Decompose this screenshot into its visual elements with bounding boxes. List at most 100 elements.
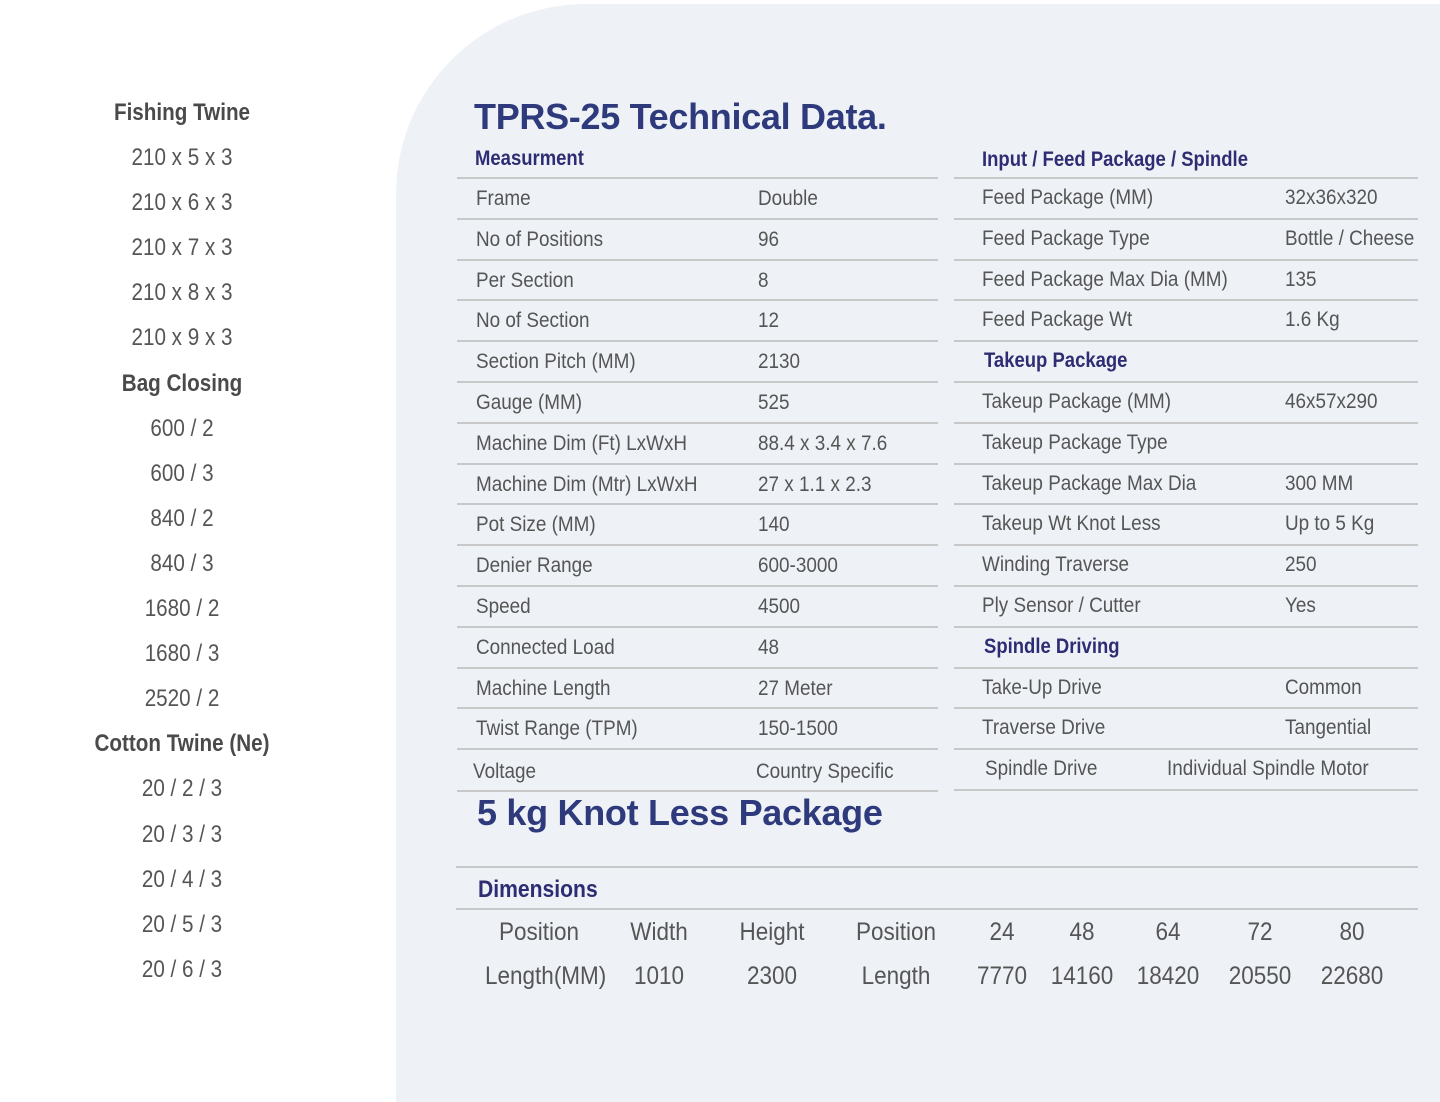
table-row: Denier Range 600-3000 xyxy=(457,546,938,587)
spec-value: Yes xyxy=(1285,593,1316,617)
table-row: Machine Dim (Mtr) LxWxH 27 x 1.1 x 2.3 xyxy=(457,465,938,506)
measurement-heading-row: Measurment xyxy=(457,143,938,179)
table-row: Pot Size (MM) 140 xyxy=(457,505,938,547)
spec-value: Country Specific xyxy=(756,760,894,784)
table-row: Machine Dim (Ft) LxWxH 88.4 x 3.4 x 7.6 xyxy=(457,424,938,465)
dimension-cell: 7770 xyxy=(976,962,1028,990)
dimensions-heading: Dimensions xyxy=(478,876,598,903)
dimension-cell: Position xyxy=(855,918,937,946)
spec-value: 4500 xyxy=(758,594,801,618)
subsection-row: Spindle Driving xyxy=(954,628,1418,669)
table-row: Take-Up Drive Common xyxy=(954,669,1418,710)
content-panel xyxy=(396,4,1440,1102)
table-row: Feed Package Type Bottle / Cheese xyxy=(954,220,1418,261)
spec-label: Ply Sensor / Cutter xyxy=(982,593,1141,617)
spec-value: Bottle / Cheese xyxy=(1285,226,1415,250)
table-row: No of Positions 96 xyxy=(457,220,938,261)
subsection-heading: Takeup Package xyxy=(984,349,1128,373)
dimension-cell: 1010 xyxy=(633,962,685,990)
dimensions-grid: Position Width Height Position 24 48 64 72 80 Len… xyxy=(456,910,1418,1000)
dimension-cell: 22680 xyxy=(1320,962,1384,990)
spec-label: Spindle Drive xyxy=(985,757,1098,781)
input-feed-table: Input / Feed Package / Spindle Feed Pack… xyxy=(954,143,1418,791)
table-row: Takeup Package (MM) 46x57x290 xyxy=(954,383,1418,424)
spec-value: 140 xyxy=(758,513,790,537)
dimension-cell: 20550 xyxy=(1228,962,1292,990)
product-list: Fishing Twine 210 x 5 x 3 210 x 6 x 3 210 x… xyxy=(62,96,302,998)
spec-label: No of Section xyxy=(476,309,590,333)
table-row: Spindle Drive Individual Spindle Motor xyxy=(954,750,1418,791)
spec-label: Feed Package Type xyxy=(982,226,1150,250)
table-row: Feed Package Max Dia (MM) 135 xyxy=(954,261,1418,302)
table-row: Takeup Package Type xyxy=(954,424,1418,465)
table-row: Gauge (MM) 525 xyxy=(457,383,938,424)
spec-value: 1.6 Kg xyxy=(1285,308,1340,332)
subsection-row: Takeup Package xyxy=(954,342,1418,383)
spec-value: 300 MM xyxy=(1285,471,1354,495)
spec-value: 2130 xyxy=(758,350,801,374)
table-row: Feed Package (MM) 32x36x320 xyxy=(954,179,1418,220)
spec-label: Gauge (MM) xyxy=(476,390,583,414)
spec-label: Machine Dim (Ft) LxWxH xyxy=(476,431,688,455)
spec-label: No of Positions xyxy=(476,227,604,251)
list-heading: Fishing Twine xyxy=(113,99,251,126)
table-row: Takeup Package Max Dia 300 MM xyxy=(954,465,1418,506)
spec-label: Per Section xyxy=(476,268,574,292)
list-item: 20 / 4 / 3 xyxy=(141,865,223,893)
spec-value: 27 Meter xyxy=(758,676,833,700)
list-item: 20 / 5 / 3 xyxy=(141,910,223,938)
subsection-heading: Spindle Driving xyxy=(984,634,1120,658)
table-row: Per Section 8 xyxy=(457,261,938,302)
dimension-cell: Width xyxy=(630,918,688,946)
list-item: 1680 / 3 xyxy=(144,640,220,668)
dimension-cell: Length xyxy=(861,962,931,990)
dimension-cell: 24 xyxy=(989,918,1015,946)
spec-value: 48 xyxy=(758,635,780,659)
table-row: Voltage Country Specific xyxy=(457,750,938,793)
table-row: Feed Package Wt 1.6 Kg xyxy=(954,301,1418,343)
dimension-cell: Height xyxy=(739,918,805,946)
input-heading: Input / Feed Package / Spindle xyxy=(982,148,1248,171)
spec-value: 525 xyxy=(758,390,790,414)
list-item: 210 x 8 x 3 xyxy=(131,279,233,307)
spec-value: 12 xyxy=(758,309,780,333)
dimension-cell: 72 xyxy=(1247,918,1273,946)
spec-value: 88.4 x 3.4 x 7.6 xyxy=(758,431,888,455)
spec-label: Denier Range xyxy=(476,554,593,578)
list-item: 1680 / 2 xyxy=(144,595,220,623)
spec-value: 250 xyxy=(1285,553,1317,577)
spec-value: 46x57x290 xyxy=(1285,389,1378,413)
spec-label: Machine Dim (Mtr) LxWxH xyxy=(476,472,698,496)
spec-value: Up to 5 Kg xyxy=(1285,512,1375,536)
table-row: Connected Load 48 xyxy=(457,628,938,669)
spec-label: Frame xyxy=(476,187,531,210)
input-heading-row: Input / Feed Package / Spindle xyxy=(954,143,1418,179)
spec-label: Machine Length xyxy=(476,676,611,700)
dimension-cell: Length(MM) xyxy=(485,962,607,990)
spec-value: 27 x 1.1 x 2.3 xyxy=(758,472,872,496)
table-row: No of Section 12 xyxy=(457,301,938,343)
list-item: 600 / 2 xyxy=(150,414,214,442)
dimensions-heading-row: Dimensions xyxy=(456,868,1418,910)
spec-value: 96 xyxy=(758,227,780,251)
list-item: 210 x 9 x 3 xyxy=(131,324,233,352)
table-row: Machine Length 27 Meter xyxy=(457,669,938,710)
spec-label: Speed xyxy=(476,594,531,618)
dimension-cell: 64 xyxy=(1155,918,1181,946)
spec-label: Takeup Package (MM) xyxy=(982,389,1172,413)
list-heading: Bag Closing xyxy=(121,369,243,397)
dimension-cell: Position xyxy=(498,918,580,946)
dimension-cell: 14160 xyxy=(1050,962,1114,990)
list-item: 2520 / 2 xyxy=(144,685,220,713)
spec-label: Traverse Drive xyxy=(982,716,1106,740)
list-item: 840 / 2 xyxy=(150,504,214,532)
spec-label: Section Pitch (MM) xyxy=(476,350,636,374)
measurement-heading: Measurment xyxy=(475,147,584,170)
list-item: 210 x 7 x 3 xyxy=(131,234,233,262)
package-title: 5 kg Knot Less Package xyxy=(477,792,883,833)
spec-value: Double xyxy=(758,187,818,210)
list-heading: Cotton Twine (Ne) xyxy=(94,730,270,758)
dimension-cell: 18420 xyxy=(1136,962,1200,990)
list-item: 840 / 3 xyxy=(150,549,214,577)
dimension-cell: 48 xyxy=(1069,918,1095,946)
